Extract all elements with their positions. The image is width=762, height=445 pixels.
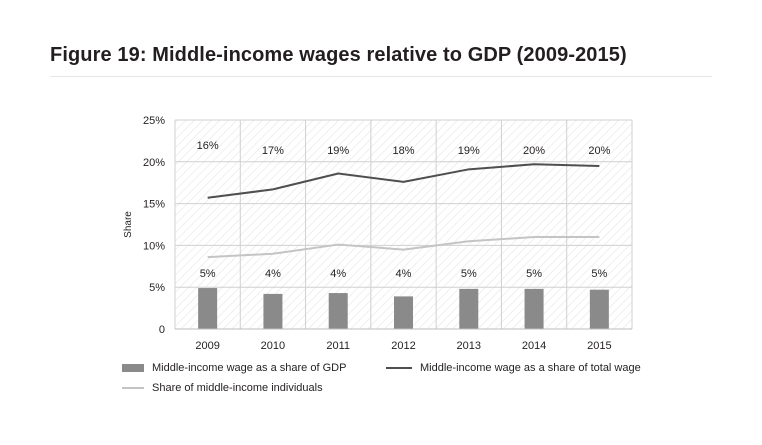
bar (394, 296, 413, 329)
line-data-label: 20% (523, 145, 545, 157)
bar-data-label: 4% (265, 268, 281, 280)
figure-title: Figure 19: Middle-income wages relative … (50, 44, 627, 66)
bar-data-label: 4% (396, 268, 412, 280)
bar-data-label: 5% (461, 268, 477, 280)
x-tick-label: 2013 (457, 340, 481, 352)
line-data-label: 20% (588, 145, 610, 157)
bar-series (198, 288, 609, 329)
bar (524, 288, 544, 329)
legend-item-total-wage-share: Middle-income wage as a share of total w… (386, 362, 641, 374)
x-tick-label: 2015 (587, 340, 611, 352)
y-axis-title: Share (123, 211, 134, 238)
y-tick-label: 10% (143, 240, 165, 252)
line-data-label: 19% (327, 145, 349, 157)
legend-item-individuals-share: Share of middle-income individuals (122, 382, 323, 394)
bar-data-label: 5% (526, 268, 542, 280)
y-tick-label: 25% (143, 115, 165, 127)
axes: 0 5% 10% 15% 20% 25% 2009 2010 2011 2012 2013 2014 2… (123, 115, 632, 352)
line-data-label: 19% (458, 145, 480, 157)
legend-item-gdp-share: Middle-income wage as a share of GDP (122, 362, 346, 374)
title-divider (50, 76, 712, 77)
bar (263, 293, 283, 329)
y-tick-label: 20% (143, 157, 165, 169)
line-series-1 (207, 163, 600, 199)
y-tick-label: 5% (149, 282, 165, 294)
legend-label: Middle-income wage as a share of GDP (152, 362, 347, 374)
x-tick-label: 2011 (326, 340, 350, 352)
plot-area (175, 120, 632, 329)
bar (198, 288, 218, 329)
line-data-label: 17% (262, 145, 284, 157)
bar-data-label: 5% (591, 268, 607, 280)
legend-swatch-line-dark (386, 367, 412, 369)
x-tick-label: 2009 (195, 340, 219, 352)
gridlines (174, 119, 633, 329)
bar (589, 289, 609, 329)
bar-data-label: 5% (200, 268, 216, 280)
legend-swatch-bar (122, 364, 144, 372)
legend-swatch-line-light (122, 387, 144, 389)
legend-label: Middle-income wage as a share of total w… (420, 362, 641, 374)
data-labels: 5% 4% 4% 4% 5% 5% 5% 16% 17% 19% 18% 19% 20% 20% (197, 140, 611, 280)
line-series (207, 163, 600, 259)
bar (328, 293, 348, 329)
y-tick-label: 15% (143, 199, 165, 211)
y-tick-label: 0 (159, 324, 165, 336)
line-data-label: 18% (392, 145, 414, 157)
line-series-2 (207, 236, 600, 259)
legend-label: Share of middle-income individuals (152, 382, 323, 394)
x-tick-label: 2010 (261, 340, 285, 352)
line-data-label: 16% (197, 140, 219, 152)
x-tick-label: 2012 (391, 340, 415, 352)
x-tick-label: 2014 (522, 340, 546, 352)
bar (459, 288, 479, 329)
bar-data-label: 4% (330, 268, 346, 280)
